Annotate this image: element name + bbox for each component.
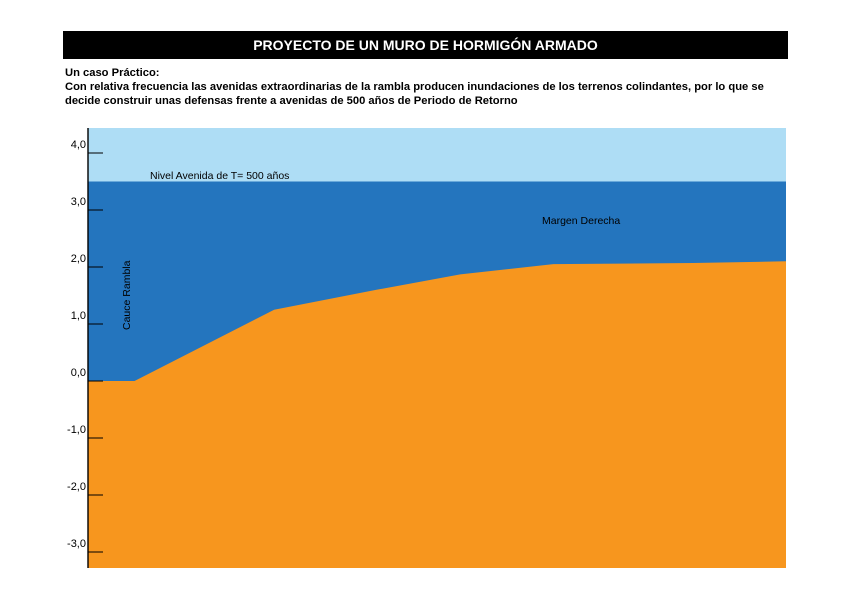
y-tick-label: 4,0 bbox=[71, 139, 86, 151]
channel-label: Cauce Rambla bbox=[121, 260, 133, 330]
intro-heading: Un caso Práctico: bbox=[65, 67, 160, 79]
y-tick-label: 0,0 bbox=[71, 367, 86, 379]
y-tick-label: -2,0 bbox=[67, 481, 86, 493]
flood-level-label: Nivel Avenida de T= 500 años bbox=[150, 170, 289, 182]
y-tick-label: -1,0 bbox=[67, 424, 86, 436]
y-tick-label: 3,0 bbox=[71, 196, 86, 208]
y-tick-label: 2,0 bbox=[71, 253, 86, 265]
intro-paragraph: Con relativa frecuencia las avenidas ext… bbox=[65, 81, 764, 107]
intro-text-block: Un caso Práctico: Con relativa frecuenci… bbox=[65, 66, 785, 108]
axis-ticks: 4,0 3,0 2,0 1,0 0,0 -1,0 -2,0 -3,0 bbox=[67, 139, 103, 553]
right-bank-label: Margen Derecha bbox=[542, 215, 620, 227]
y-tick-label: 1,0 bbox=[71, 310, 86, 322]
y-tick-label: -3,0 bbox=[67, 538, 86, 550]
terrain-area bbox=[88, 261, 786, 568]
page-title: PROYECTO DE UN MURO DE HORMIGÓN ARMADO bbox=[63, 31, 788, 59]
